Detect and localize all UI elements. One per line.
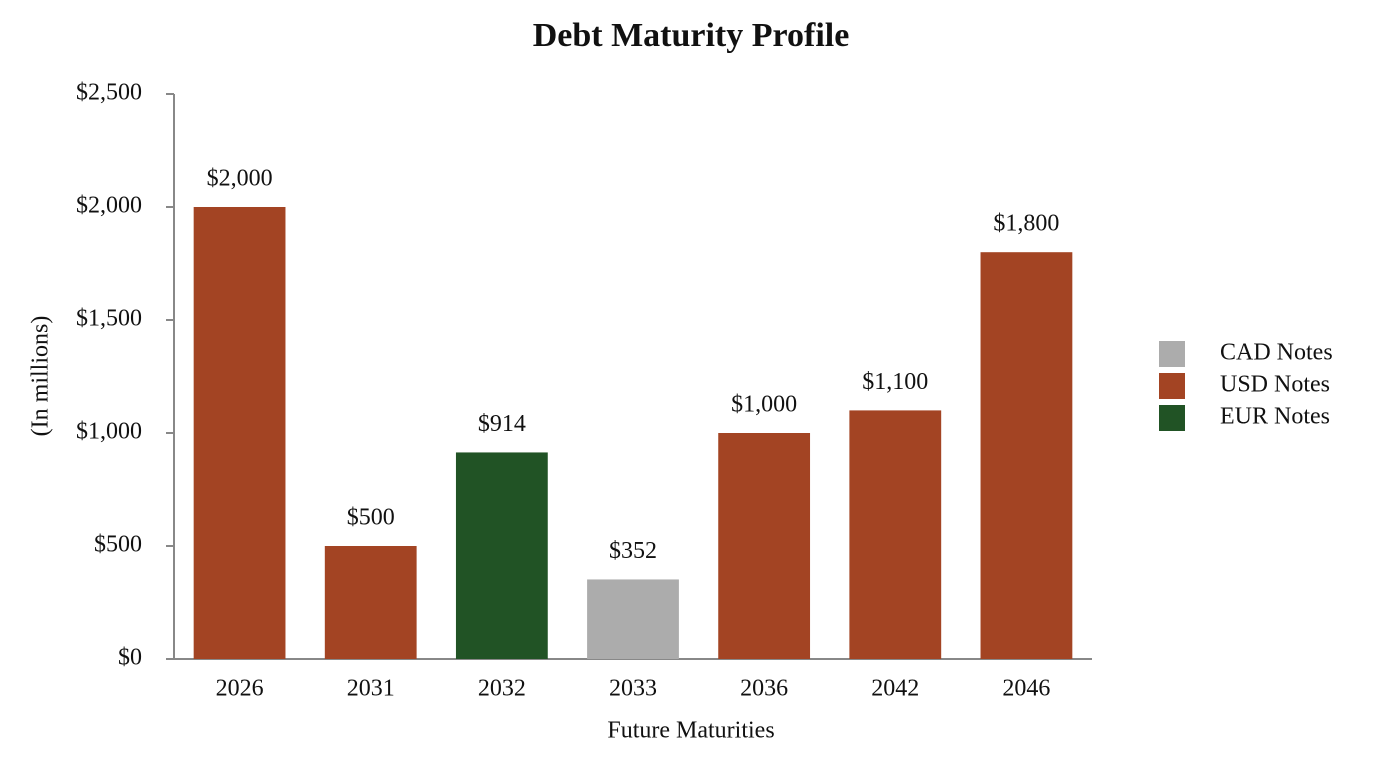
data-label: $2,000: [207, 166, 273, 192]
legend-swatch: [1159, 341, 1185, 367]
x-tick-label: 2036: [740, 676, 788, 702]
legend-label: EUR Notes: [1220, 404, 1330, 430]
y-tick-label: $1,500: [76, 306, 142, 332]
data-label: $914: [478, 411, 526, 437]
y-axis-label: (In millions): [28, 316, 54, 437]
bar: [324, 546, 417, 659]
data-label: $1,100: [862, 369, 928, 395]
y-tick-label: $2,000: [76, 193, 142, 219]
bar: [980, 252, 1073, 659]
bar: [849, 410, 942, 659]
y-tick-label: $0: [118, 645, 142, 671]
data-label: $1,800: [993, 211, 1059, 237]
data-label: $352: [609, 538, 657, 564]
y-tick-label: $2,500: [76, 80, 142, 106]
legend-swatch: [1159, 373, 1185, 399]
y-tick-label: $500: [94, 532, 142, 558]
bar: [587, 579, 679, 659]
bar: [193, 207, 286, 659]
legend-label: USD Notes: [1220, 372, 1330, 398]
bar: [718, 433, 811, 659]
x-axis-label: Future Maturities: [607, 718, 774, 744]
x-tick-label: 2042: [871, 676, 919, 702]
x-tick-label: 2046: [1002, 676, 1050, 702]
legend-swatch: [1159, 405, 1185, 431]
data-label: $1,000: [731, 392, 797, 418]
x-tick-label: 2032: [478, 676, 526, 702]
x-tick-label: 2033: [609, 676, 657, 702]
chart-title: Debt Maturity Profile: [533, 17, 850, 54]
x-tick-label: 2031: [347, 676, 395, 702]
legend-label: CAD Notes: [1220, 340, 1333, 366]
y-tick-label: $1,000: [76, 419, 142, 445]
bar: [455, 452, 548, 659]
data-label: $500: [347, 505, 395, 531]
x-tick-label: 2026: [216, 676, 264, 702]
